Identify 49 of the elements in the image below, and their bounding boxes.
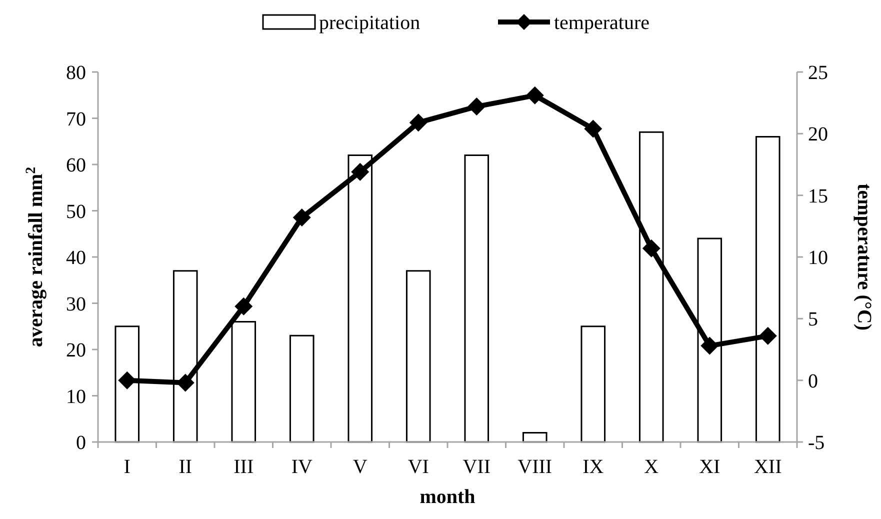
y-tick-label: 80 [66, 62, 86, 84]
point [409, 114, 428, 132]
bar [580, 326, 606, 443]
y-tick-label: 50 [66, 200, 86, 223]
point [468, 98, 486, 116]
x-tick-label: I [124, 456, 130, 478]
y2-tick-label: 25 [808, 62, 828, 84]
x-tick-label: VI [408, 456, 429, 478]
y2-tick-label: 15 [808, 185, 828, 208]
bar [464, 154, 490, 443]
x-tick-label: VII [462, 456, 491, 478]
point [118, 371, 136, 390]
point [700, 336, 719, 355]
y-tick-label: 70 [66, 108, 86, 130]
y-tick-label: 40 [66, 247, 86, 269]
y2-tick-label: -5 [808, 432, 825, 454]
x-tick-label: XI [699, 456, 720, 478]
y2-tick-label: 20 [808, 124, 828, 146]
legend-label: precipitation [319, 12, 420, 34]
x-tick-label: III [234, 456, 254, 478]
y-tick-label: 0 [76, 432, 86, 454]
point [526, 86, 544, 104]
bar [406, 270, 431, 443]
bar [522, 432, 548, 443]
y-tick-label: 20 [66, 340, 86, 362]
point [642, 239, 660, 258]
y-tick-label: 30 [66, 293, 86, 316]
y2-tick-label: 0 [808, 370, 818, 392]
y-tick-label: 10 [66, 386, 86, 408]
y-tick-label: 60 [66, 154, 86, 176]
point [351, 162, 370, 181]
point [584, 120, 602, 138]
legend-label: temperature [554, 12, 650, 34]
y2-tick-label: 5 [808, 308, 818, 331]
y2-axis-title: temperature (°C) [853, 183, 875, 331]
y2-tick-label: 10 [808, 247, 828, 269]
point [234, 297, 253, 316]
x-tick-label: XII [754, 456, 782, 478]
x-tick-label: II [178, 456, 192, 478]
x-tick-label: IX [582, 456, 604, 478]
x-tick-label: V [352, 456, 368, 478]
x-tick-label: X [644, 456, 660, 478]
x-tick-label: VIII [518, 456, 552, 478]
point [758, 326, 777, 345]
x-axis-title: month [420, 486, 476, 508]
bar [289, 334, 314, 443]
point [176, 374, 194, 392]
x-tick-label: IV [291, 456, 313, 478]
point [292, 208, 311, 227]
